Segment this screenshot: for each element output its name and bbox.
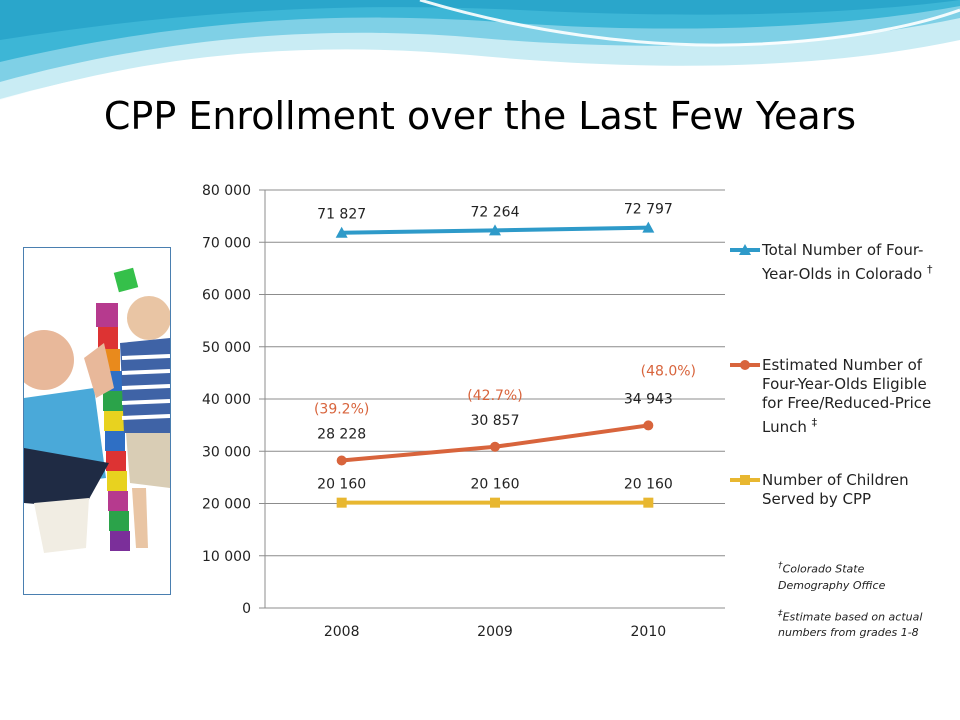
data-point-eligible <box>336 455 347 466</box>
legend-triangle-marker <box>730 244 760 255</box>
legend-label-eligible: Estimated Number of Four-Year-Olds Eligi… <box>762 356 932 436</box>
footnote-2: ‡Estimate based on actual numbers from g… <box>778 606 928 642</box>
legend-footnote-mark-eligible: ‡ <box>811 416 818 429</box>
data-point-total <box>642 221 655 233</box>
data-point-total <box>489 224 501 236</box>
y-tick-label: 60 000 <box>202 288 251 304</box>
footnote-1-text: Colorado State Demography Office <box>778 562 886 592</box>
data-point-eligible <box>490 441 500 452</box>
data-point-served <box>643 497 654 508</box>
x-tick-label: 2009 <box>477 624 513 640</box>
data-label-total: 71 827 <box>317 207 366 223</box>
y-tick-label: 0 <box>242 601 251 617</box>
data-label-eligible: 28 228 <box>317 427 366 443</box>
header-wave-decoration <box>0 0 960 101</box>
footnote-2-text: Estimate based on actual numbers from gr… <box>778 610 923 640</box>
data-point-served <box>490 497 500 508</box>
y-tick-label: 10 000 <box>202 549 251 565</box>
footnote-1: †Colorado State Demography Office <box>778 558 928 594</box>
data-label-total: 72 797 <box>624 202 673 218</box>
data-point-served <box>336 497 347 508</box>
legend-circle-marker <box>730 360 760 370</box>
chart-axes: 0 10 000 20 000 30 000 40 000 50 000 60 000 70 … <box>202 183 666 640</box>
percent-annotation: (42.7%) <box>467 388 522 404</box>
chart-data-labels: 71 827 72 264 72 797 28 228 (39.2%) 30 857 (42… <box>314 202 696 493</box>
footnote-2-mark: ‡ <box>778 607 783 619</box>
x-tick-label: 2010 <box>631 624 667 640</box>
legend-footnote-mark-total: † <box>926 263 933 276</box>
data-label-total: 72 264 <box>471 204 520 220</box>
y-tick-label: 50 000 <box>202 340 251 356</box>
children-stacking-blocks-photo <box>23 247 171 595</box>
y-tick-label: 20 000 <box>202 497 251 513</box>
data-label-served: 20 160 <box>624 477 673 493</box>
y-tick-label: 40 000 <box>202 392 251 408</box>
footnote-1-mark: † <box>778 560 783 571</box>
percent-annotation: (48.0%) <box>641 363 696 379</box>
data-label-eligible: 30 857 <box>471 413 520 429</box>
x-tick-label: 2008 <box>324 624 360 640</box>
data-label-served: 20 160 <box>471 477 520 493</box>
data-label-served: 20 160 <box>317 477 366 493</box>
legend-label-total: Total Number of Four-Year-Olds in Colora… <box>762 241 924 283</box>
data-point-total <box>335 226 348 238</box>
y-tick-label: 70 000 <box>202 235 251 251</box>
y-tick-label: 80 000 <box>202 183 251 199</box>
y-tick-label: 30 000 <box>202 444 251 460</box>
data-point-eligible <box>643 420 654 431</box>
data-label-eligible: 34 943 <box>624 391 673 407</box>
slide-title: CPP Enrollment over the Last Few Years <box>103 94 857 138</box>
percent-annotation: (39.2%) <box>314 402 369 418</box>
chart-series <box>335 221 655 508</box>
legend-label-served: Number of Children Served by CPP <box>762 471 909 508</box>
legend-square-marker <box>730 475 760 485</box>
chart-footnotes: †Colorado State Demography Office ‡Estim… <box>778 558 928 653</box>
